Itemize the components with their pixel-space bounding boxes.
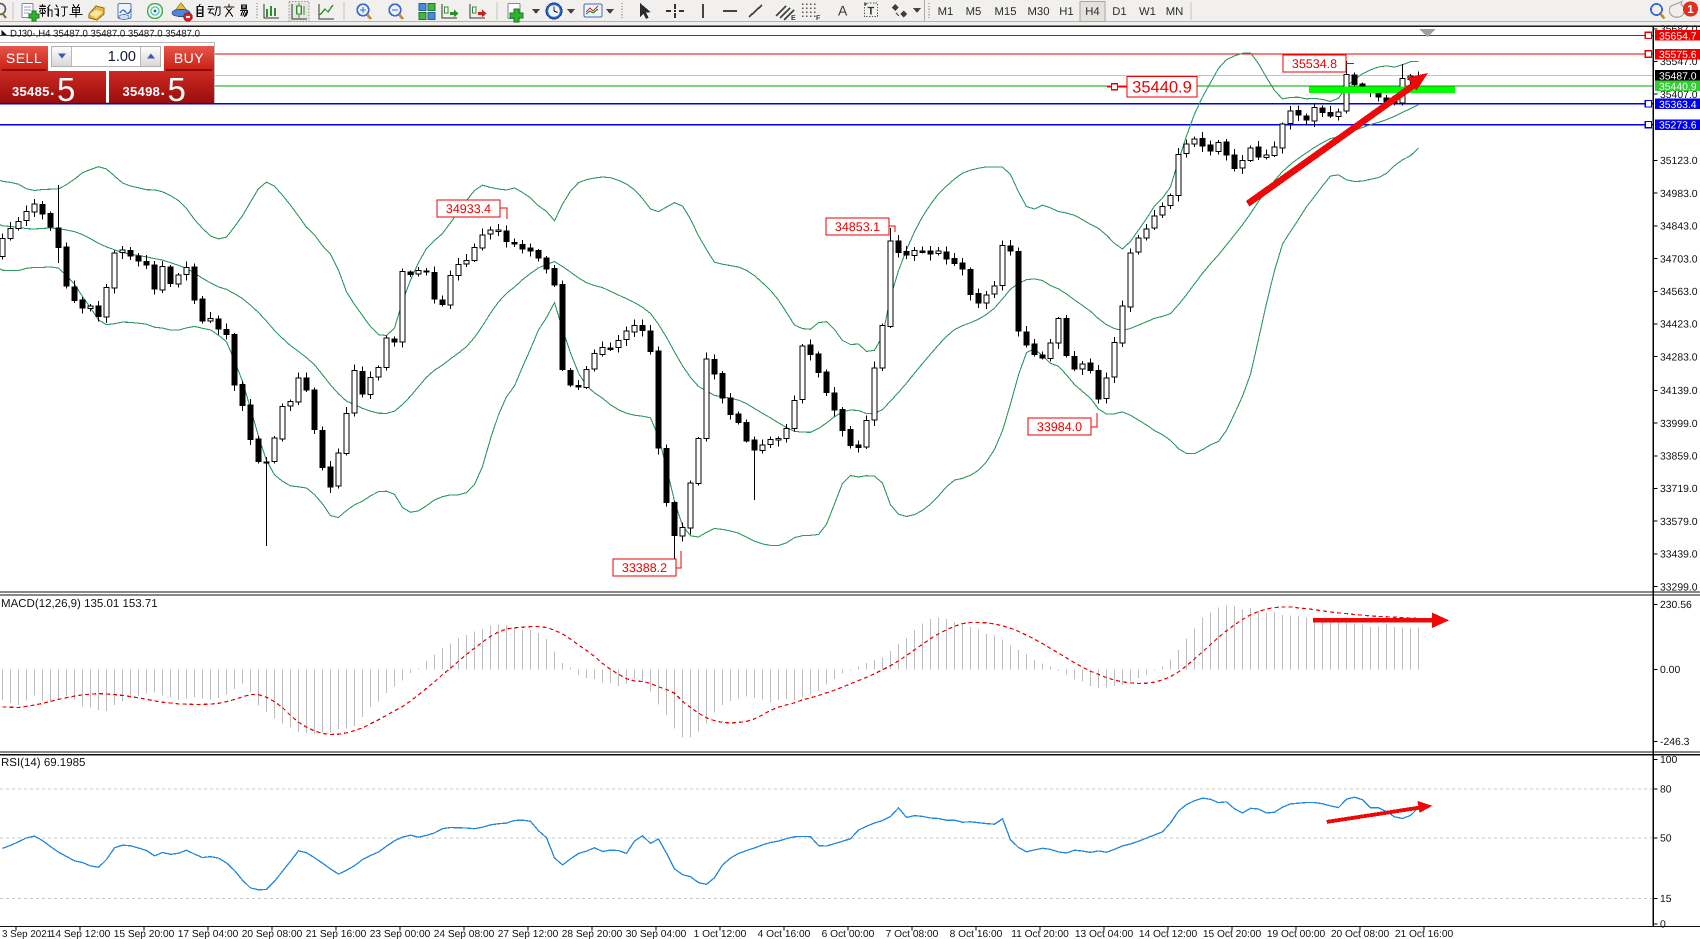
svg-text:0: 0: [1660, 920, 1666, 931]
svg-text:3 Sep 2021: 3 Sep 2021: [2, 929, 52, 939]
svg-text:35487.0: 35487.0: [1659, 71, 1697, 82]
svg-text:-246.3: -246.3: [1660, 737, 1690, 748]
svg-text:33388.2: 33388.2: [622, 561, 667, 575]
svg-text:E: E: [791, 15, 796, 22]
svg-text:33719.0: 33719.0: [1660, 484, 1698, 495]
svg-text:19 Oct 00:00: 19 Oct 00:00: [1267, 929, 1326, 939]
svg-text:35273.6: 35273.6: [1659, 121, 1697, 132]
svg-text:20 Sep 08:00: 20 Sep 08:00: [242, 929, 303, 939]
svg-text:35363.4: 35363.4: [1659, 100, 1697, 111]
svg-text:34139.0: 34139.0: [1660, 386, 1698, 397]
svg-text:T: T: [868, 6, 875, 18]
svg-text:14 Sep 12:00: 14 Sep 12:00: [50, 929, 111, 939]
svg-text:35407.0: 35407.0: [1660, 90, 1698, 101]
svg-text:24 Sep 08:00: 24 Sep 08:00: [434, 929, 495, 939]
svg-text:33299.0: 33299.0: [1660, 582, 1698, 593]
svg-text:21 Oct 16:00: 21 Oct 16:00: [1395, 929, 1454, 939]
svg-text:0.00: 0.00: [1660, 665, 1680, 676]
svg-text:34843.0: 34843.0: [1660, 222, 1698, 233]
svg-text:F: F: [816, 15, 821, 22]
svg-text:34983.0: 34983.0: [1660, 189, 1698, 200]
svg-text:20 Oct 08:00: 20 Oct 08:00: [1331, 929, 1390, 939]
svg-text:100: 100: [1660, 755, 1678, 766]
svg-text:11 Oct 20:00: 11 Oct 20:00: [1011, 929, 1069, 939]
svg-text:1 Oct 12:00: 1 Oct 12:00: [694, 929, 747, 939]
svg-text:35534.8: 35534.8: [1292, 57, 1337, 71]
svg-text:35440.9: 35440.9: [1132, 79, 1192, 97]
svg-text:27 Sep 12:00: 27 Sep 12:00: [498, 929, 559, 939]
svg-text:15 Sep 20:00: 15 Sep 20:00: [114, 929, 175, 939]
svg-text:35123.0: 35123.0: [1660, 156, 1698, 167]
svg-text:34933.4: 34933.4: [446, 202, 491, 216]
svg-text:W1: W1: [1139, 6, 1156, 18]
svg-text:34283.0: 34283.0: [1660, 352, 1698, 363]
svg-text:A: A: [838, 3, 848, 19]
svg-text:80: 80: [1660, 785, 1672, 796]
svg-text:6 Oct 00:00: 6 Oct 00:00: [822, 929, 875, 939]
svg-text:35440.9: 35440.9: [1659, 82, 1697, 93]
svg-text:7 Oct 08:00: 7 Oct 08:00: [886, 929, 939, 939]
svg-text:M15: M15: [995, 6, 1017, 18]
svg-text:15 Oct 20:00: 15 Oct 20:00: [1203, 929, 1262, 939]
svg-text:14 Oct 12:00: 14 Oct 12:00: [1139, 929, 1198, 939]
svg-text:M5: M5: [966, 6, 982, 18]
svg-text:34563.0: 34563.0: [1660, 287, 1698, 298]
svg-text:D1: D1: [1112, 6, 1126, 18]
svg-text:21 Sep 16:00: 21 Sep 16:00: [306, 929, 367, 939]
svg-text:H1: H1: [1059, 6, 1073, 18]
svg-text:M1: M1: [938, 6, 954, 18]
svg-text:17 Sep 04:00: 17 Sep 04:00: [178, 929, 239, 939]
svg-text:34853.1: 34853.1: [835, 220, 880, 234]
svg-text:1: 1: [1687, 4, 1694, 16]
svg-text:15: 15: [1660, 894, 1672, 905]
svg-text:230.56: 230.56: [1660, 600, 1692, 611]
svg-text:30 Sep 04:00: 30 Sep 04:00: [626, 929, 687, 939]
svg-text:13 Oct 04:00: 13 Oct 04:00: [1075, 929, 1134, 939]
svg-text:35575.6: 35575.6: [1659, 50, 1697, 61]
svg-text:4 Oct 16:00: 4 Oct 16:00: [758, 929, 811, 939]
svg-text:35547.0: 35547.0: [1660, 57, 1698, 68]
svg-text:MN: MN: [1166, 6, 1184, 18]
svg-text:50: 50: [1660, 834, 1672, 845]
svg-text:33984.0: 33984.0: [1037, 420, 1082, 434]
svg-text:M30: M30: [1028, 6, 1050, 18]
svg-text:33579.0: 33579.0: [1660, 517, 1698, 528]
svg-text:33859.0: 33859.0: [1660, 452, 1698, 463]
svg-text:34423.0: 34423.0: [1660, 320, 1698, 331]
svg-text:RSI(14) 69.1985: RSI(14) 69.1985: [1, 757, 85, 769]
svg-text:35687.0: 35687.0: [1660, 25, 1698, 36]
svg-text:8 Oct 16:00: 8 Oct 16:00: [950, 929, 1003, 939]
svg-text:MACD(12,26,9) 135.01 153.71: MACD(12,26,9) 135.01 153.71: [1, 598, 158, 610]
svg-text:34703.0: 34703.0: [1660, 254, 1698, 265]
svg-text:33999.0: 33999.0: [1660, 419, 1698, 430]
svg-text:23 Sep 00:00: 23 Sep 00:00: [370, 929, 431, 939]
svg-text:28 Sep 20:00: 28 Sep 20:00: [562, 929, 623, 939]
svg-text:33439.0: 33439.0: [1660, 550, 1698, 561]
svg-text:35654.7: 35654.7: [1659, 31, 1697, 42]
svg-text:H4: H4: [1085, 6, 1099, 18]
svg-text:DJ30-,H4 35487.0 35487.0 3548: DJ30-,H4 35487.0 35487.0 35487.0 35487.0: [10, 28, 200, 39]
